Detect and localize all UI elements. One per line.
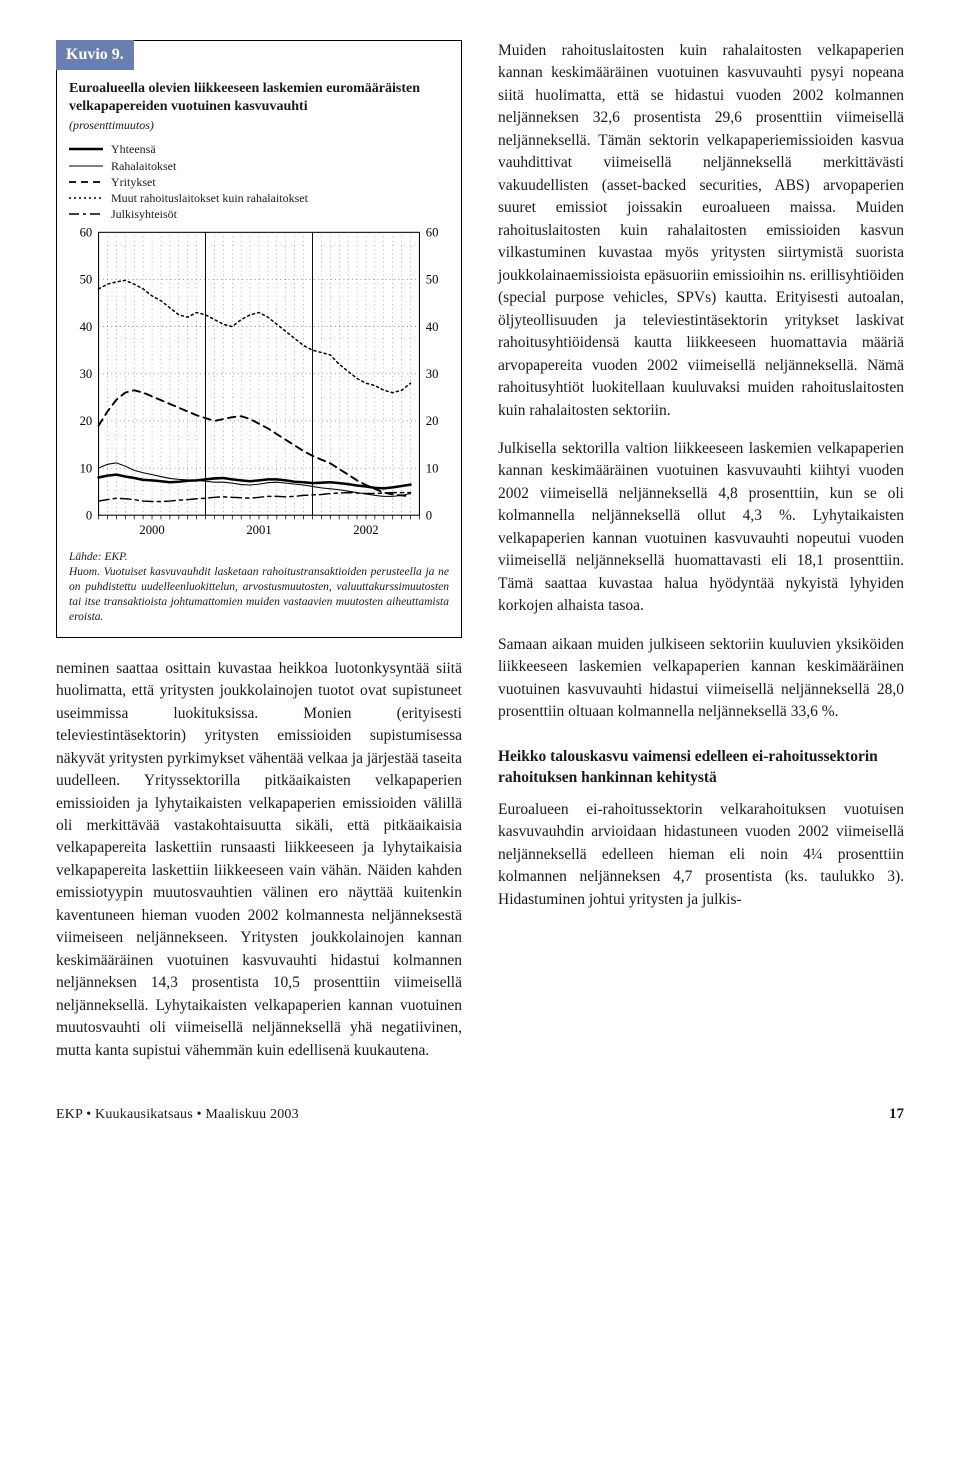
page-footer: EKP • Kuukausikatsaus • Maaliskuu 2003 1… (56, 1106, 904, 1123)
legend-item: Rahalaitokset (69, 158, 449, 174)
legend-label: Muut rahoituslaitokset kuin rahalaitokse… (111, 190, 308, 206)
svg-text:50: 50 (80, 273, 93, 287)
svg-text:30: 30 (426, 367, 439, 381)
legend-label: Rahalaitokset (111, 158, 176, 174)
svg-text:0: 0 (426, 509, 432, 523)
svg-text:60: 60 (80, 226, 93, 240)
page-number: 17 (889, 1106, 904, 1123)
svg-text:30: 30 (80, 367, 93, 381)
figure-source: Lähde: EKP. (69, 551, 449, 563)
right-body-text-top: Muiden rahoituslaitosten kuin rahalaitos… (498, 40, 904, 724)
page: Kuvio 9. Euroalueella olevien liikkeesee… (0, 0, 960, 1147)
svg-text:20: 20 (80, 414, 93, 428)
svg-text:10: 10 (426, 462, 439, 476)
svg-text:2000: 2000 (139, 524, 164, 538)
svg-text:0: 0 (86, 509, 92, 523)
svg-text:2002: 2002 (353, 524, 378, 538)
left-column: Kuvio 9. Euroalueella olevien liikkeesee… (56, 40, 462, 1078)
right-body-text-tail: Euroalueen ei-rahoitussektorin velkaraho… (498, 799, 904, 911)
svg-text:40: 40 (426, 320, 439, 334)
legend-label: Yritykset (111, 174, 156, 190)
figure-9-box: Kuvio 9. Euroalueella olevien liikkeesee… (56, 40, 462, 638)
body-paragraph: Muiden rahoituslaitosten kuin rahalaitos… (498, 40, 904, 422)
legend-label: Julkisyhteisöt (111, 206, 177, 222)
line-chart: 0 0 10 10 20 20 30 30 40 40 50 50 60 60 2000 2001 2002 (69, 226, 449, 543)
body-paragraph: Julkisella sektorilla valtion liikkeesee… (498, 438, 904, 618)
svg-text:50: 50 (426, 273, 439, 287)
figure-body: Euroalueella olevien liikkeeseen laskemi… (57, 70, 461, 637)
figure-number: Kuvio 9. (56, 40, 134, 70)
legend-item: Julkisyhteisöt (69, 206, 449, 222)
figure-subtitle: (prosenttimuutos) (69, 118, 449, 133)
figure-note: Huom. Vuotuiset kasvuvauhdit lasketaan r… (69, 565, 449, 625)
footer-source: EKP • Kuukausikatsaus • Maaliskuu 2003 (56, 1107, 299, 1123)
two-column-layout: Kuvio 9. Euroalueella olevien liikkeesee… (56, 40, 904, 1078)
left-body-text: neminen saattaa osittain kuvastaa heikko… (56, 658, 462, 1062)
body-paragraph: neminen saattaa osittain kuvastaa heikko… (56, 658, 462, 1062)
figure-title: Euroalueella olevien liikkeeseen laskemi… (69, 80, 449, 116)
svg-text:20: 20 (426, 414, 439, 428)
legend-item: Yritykset (69, 174, 449, 190)
svg-text:2001: 2001 (246, 524, 271, 538)
legend-item: Yhteensä (69, 141, 449, 157)
figure-legend: YhteensäRahalaitoksetYrityksetMuut rahoi… (69, 141, 449, 222)
legend-label: Yhteensä (111, 141, 156, 157)
right-column: Muiden rahoituslaitosten kuin rahalaitos… (498, 40, 904, 1078)
legend-item: Muut rahoituslaitokset kuin rahalaitokse… (69, 190, 449, 206)
svg-text:10: 10 (80, 462, 93, 476)
body-paragraph: Euroalueen ei-rahoitussektorin velkaraho… (498, 799, 904, 911)
body-paragraph: Samaan aikaan muiden julkiseen sektoriin… (498, 634, 904, 724)
svg-text:40: 40 (80, 320, 93, 334)
svg-text:60: 60 (426, 226, 439, 240)
right-subheading: Heikko talouskasvu vaimensi edelleen ei-… (498, 746, 904, 789)
